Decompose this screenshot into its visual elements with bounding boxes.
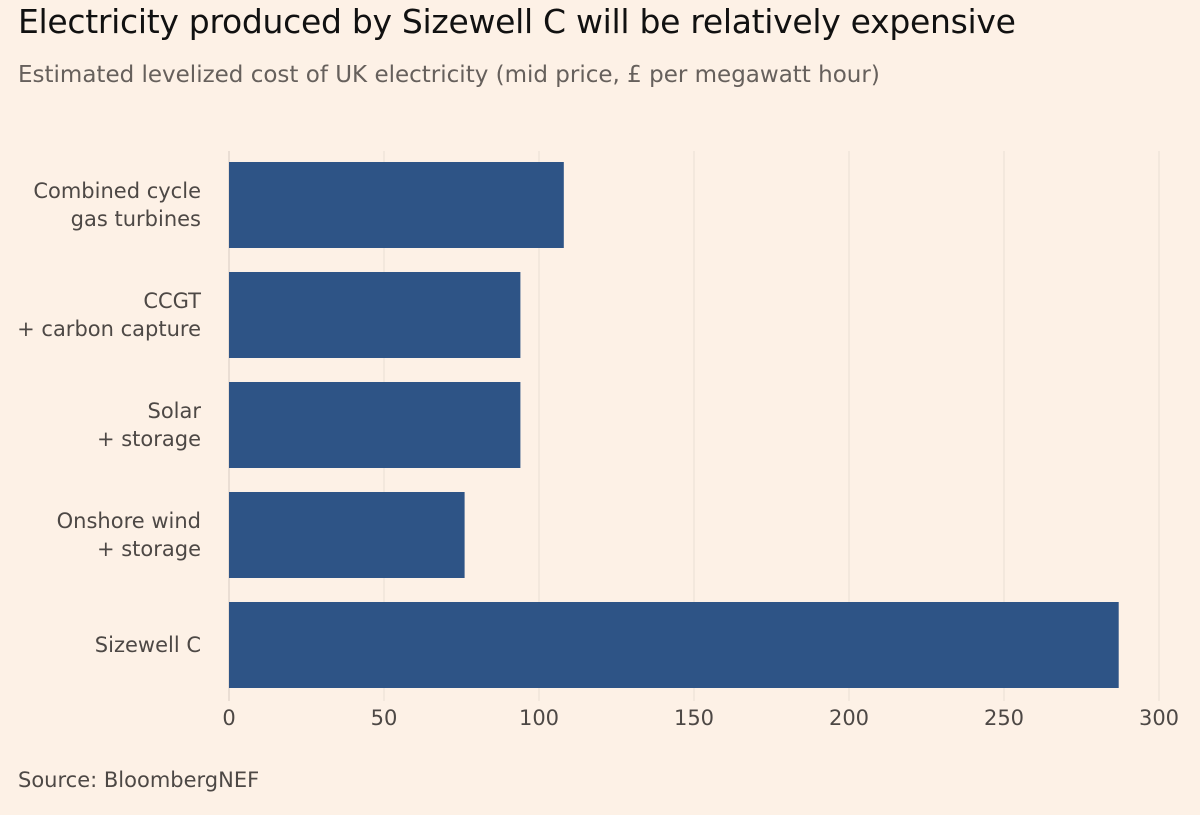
category-label-line: + storage [97, 537, 201, 561]
source-note: Source: BloombergNEF [18, 768, 260, 792]
x-tick-label: 300 [1139, 706, 1179, 730]
bar [229, 602, 1119, 688]
category-label: CCGT + carbon capture [17, 289, 201, 341]
bar [229, 382, 521, 468]
category-label: Onshore wind + storage [57, 509, 201, 561]
x-tick-label: 200 [829, 706, 869, 730]
category-label-line: CCGT [143, 289, 201, 313]
x-tick-label: 0 [222, 706, 235, 730]
bar [229, 492, 465, 578]
x-tick-label: 250 [984, 706, 1024, 730]
category-label-line: Onshore wind [57, 509, 201, 533]
x-tick-label: 50 [371, 706, 398, 730]
x-tick-label: 150 [674, 706, 714, 730]
x-tick-label: 100 [519, 706, 559, 730]
category-label-line: Solar [147, 399, 201, 423]
category-label-line: Combined cycle [33, 179, 201, 203]
category-label-line: + carbon capture [17, 317, 201, 341]
category-label: Sizewell C [95, 633, 201, 657]
category-label-line: Sizewell C [95, 633, 201, 657]
category-label: Solar + storage [97, 399, 201, 451]
chart-title: Electricity produced by Sizewell C will … [18, 2, 1016, 41]
category-label-line: gas turbines [71, 207, 201, 231]
category-label: Combined cycle gas turbines [33, 179, 201, 231]
category-label-line: + storage [97, 427, 201, 451]
bar [229, 272, 521, 358]
chart-subtitle: Estimated levelized cost of UK electrici… [18, 62, 880, 88]
bar [229, 162, 564, 248]
